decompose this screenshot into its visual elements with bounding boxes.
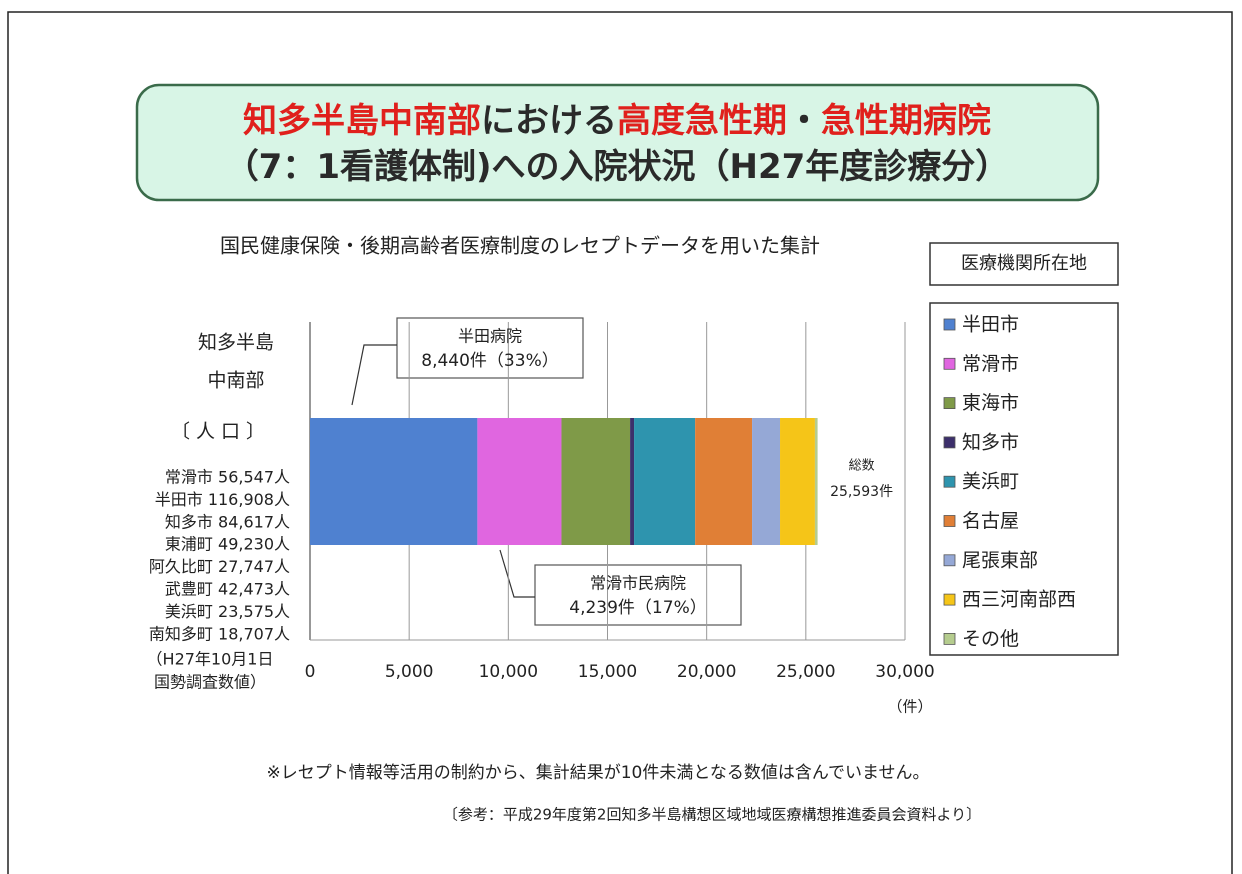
callout-title: 半田病院 <box>458 327 522 346</box>
legend-label: 半田市 <box>962 314 1019 336</box>
title-segment: ・ <box>787 101 821 141</box>
population-row: 知多市 84,617人 <box>165 512 290 531</box>
legend-title-box <box>929 242 1119 286</box>
population-row: 武豊町 42,473人 <box>165 580 290 599</box>
legend-label: 名古屋 <box>962 510 1019 532</box>
legend-swatch <box>943 357 956 370</box>
legend-label: 西三河南部西 <box>962 589 1076 611</box>
x-unit: （件） <box>887 698 932 716</box>
title-line: 知多半島中南部における高度急性期・急性期病院 <box>243 101 991 141</box>
legend-title: 医療機関所在地 <box>961 253 1087 274</box>
population-note: （H27年10月1日 <box>147 650 274 669</box>
callout-box <box>396 317 584 379</box>
bar-segment <box>695 418 753 545</box>
legend-swatch <box>943 436 956 449</box>
total-label: 25,593件 <box>830 484 893 500</box>
legend-swatch <box>943 554 956 567</box>
bar-segment <box>814 418 818 545</box>
title-line: （7：1看護体制)への入院状況（H27年度診療分） <box>225 147 1010 187</box>
x-tick-label: 20,000 <box>677 662 736 682</box>
population-row: 常滑市 56,547人 <box>165 468 290 487</box>
title-box <box>135 83 1100 202</box>
x-tick-label: 15,000 <box>578 662 637 682</box>
legend-label: その他 <box>962 628 1019 650</box>
bar-segment <box>630 418 635 545</box>
title-segment: における <box>481 101 617 141</box>
bar-segment <box>752 418 781 545</box>
source: 〔参考：平成29年度第2回知多半島構想区域地域医療構想推進委員会資料より〕 <box>443 806 981 824</box>
x-tick-label: 0 <box>305 662 316 682</box>
title-segment: （7：1看護体制)への入院状況（H27年度診療分） <box>225 147 1010 187</box>
population-row: 美浜町 23,575人 <box>165 602 290 621</box>
title-segment: 知多半島中南部 <box>243 101 481 141</box>
legend-label: 尾張東部 <box>962 549 1038 571</box>
region-label: 知多半島 <box>198 332 274 354</box>
region-label: 中南部 <box>207 370 264 392</box>
footnote: ※レセプト情報等活用の制約から、集計結果が10件未満となる数値は含んでいません。 <box>266 763 929 783</box>
x-tick-label: 25,000 <box>776 662 835 682</box>
data-label: 4,239件（17%） <box>569 598 706 618</box>
population-title: 〔 人 口 〕 <box>171 421 265 443</box>
legend-swatch <box>943 515 956 527</box>
legend-box <box>929 302 1119 656</box>
x-tick-label: 10,000 <box>479 662 538 682</box>
legend-swatch <box>943 397 956 410</box>
x-tick-label: 5,000 <box>385 662 434 682</box>
callout-line <box>351 344 397 406</box>
legend-swatch <box>943 593 956 606</box>
title-segment: 急性期病院 <box>821 101 991 141</box>
legend-label: 美浜町 <box>962 471 1019 493</box>
legend-label: 知多市 <box>962 431 1019 453</box>
population-row: 阿久比町 27,747人 <box>149 557 290 576</box>
population-row: 東浦町 49,230人 <box>165 535 290 554</box>
callout-title: 常滑市民病院 <box>590 574 686 593</box>
legend-swatch <box>943 475 956 488</box>
total-name: 総数 <box>849 459 875 474</box>
legend-label: 常滑市 <box>962 353 1019 375</box>
population-row: 南知多町 18,707人 <box>149 624 290 643</box>
x-tick-label: 30,000 <box>875 662 934 682</box>
bar-segment <box>561 418 631 545</box>
population-note: 国勢調査数値） <box>154 673 266 692</box>
legend-label: 東海市 <box>962 392 1019 414</box>
legend-swatch <box>943 633 956 645</box>
bar-segment <box>780 418 815 545</box>
bar-segment <box>477 418 562 545</box>
population-row: 半田市 116,908人 <box>155 490 290 509</box>
title-segment: 高度急性期 <box>617 101 787 141</box>
subtitle: 国民健康保険・後期高齢者医療制度のレセプトデータを用いた集計 <box>220 234 820 258</box>
legend-swatch <box>943 318 956 331</box>
bar-segment <box>634 418 696 545</box>
callout-line <box>499 549 535 598</box>
bar-segment <box>310 418 478 545</box>
data-label: 8,440件（33%） <box>421 351 558 371</box>
